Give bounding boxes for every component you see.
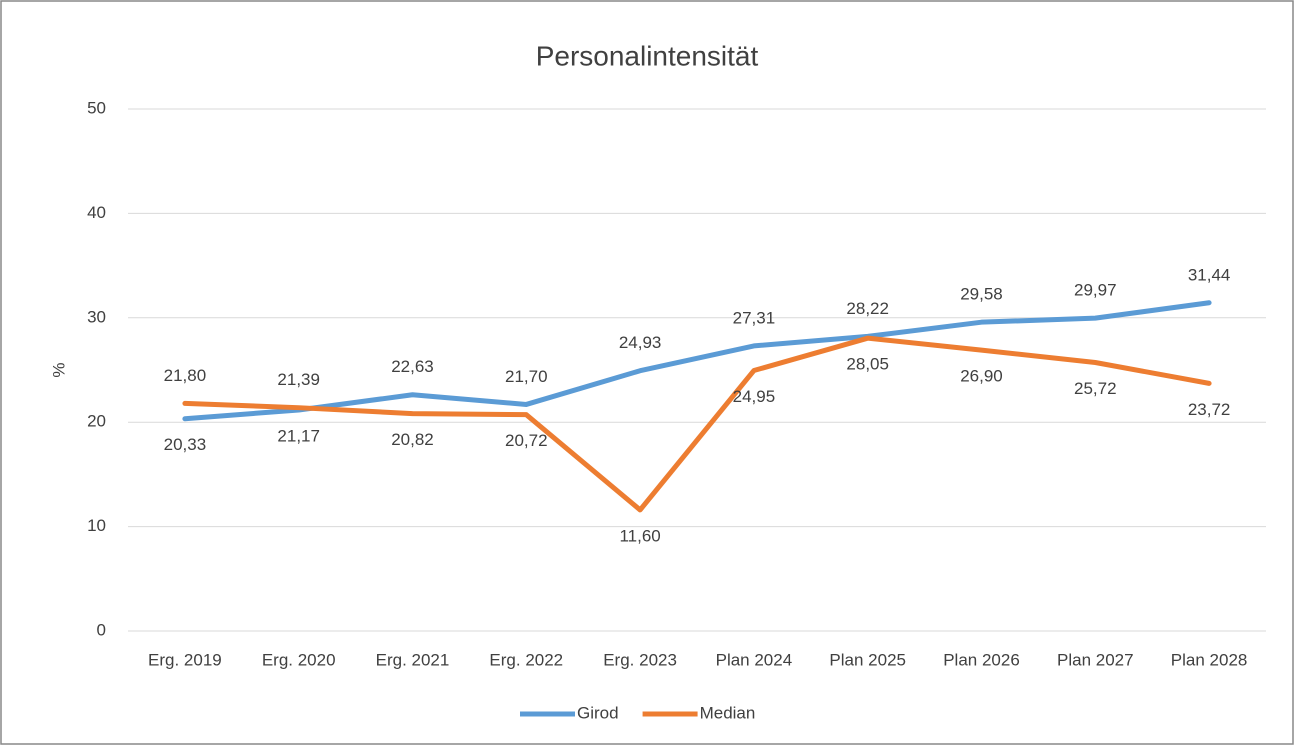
x-tick-label: Erg. 2022 [489, 650, 563, 669]
y-tick-label: 30 [87, 307, 106, 326]
data-label: 21,80 [164, 366, 207, 385]
data-label: 20,82 [391, 430, 434, 449]
data-label: 29,97 [1074, 281, 1117, 300]
x-tick-label: Erg. 2020 [262, 650, 336, 669]
x-tick-label: Plan 2027 [1057, 650, 1134, 669]
data-label: 11,60 [619, 526, 660, 545]
y-tick-label: 0 [97, 620, 106, 639]
legend-label: Girod [577, 703, 619, 722]
data-label: 29,58 [960, 285, 1003, 304]
x-tick-label: Plan 2028 [1171, 650, 1248, 669]
y-tick-label: 40 [87, 203, 106, 222]
y-tick-label: 20 [87, 412, 106, 431]
series-line [182, 300, 1212, 422]
x-tick-label: Plan 2026 [943, 650, 1020, 669]
data-label: 31,44 [1188, 265, 1231, 284]
y-tick-label: 50 [87, 98, 106, 117]
legend-label: Median [700, 703, 756, 722]
data-label: 21,70 [505, 367, 548, 386]
data-label: 22,63 [391, 357, 434, 376]
data-label: 25,72 [1074, 379, 1117, 398]
y-axis-label: % [49, 362, 68, 377]
data-label: 21,39 [277, 370, 320, 389]
x-tick-label: Plan 2025 [829, 650, 906, 669]
x-tick-label: Erg. 2023 [603, 650, 677, 669]
data-label: 27,31 [733, 308, 776, 327]
data-label: 24,93 [619, 333, 662, 352]
data-label: 20,72 [505, 431, 548, 450]
y-tick-label: 10 [87, 516, 106, 535]
data-label: 20,33 [164, 435, 207, 454]
x-tick-label: Erg. 2019 [148, 650, 222, 669]
x-tick-label: Plan 2024 [716, 650, 793, 669]
data-label: 24,95 [733, 387, 776, 406]
series-line [182, 335, 1212, 513]
data-label: 26,90 [960, 367, 1003, 386]
x-tick-label: Erg. 2021 [376, 650, 450, 669]
chart-title: Personalintensität [536, 40, 759, 71]
data-label: 23,72 [1188, 400, 1231, 419]
data-label: 28,22 [846, 299, 889, 318]
data-label: 28,05 [846, 355, 889, 374]
data-label: 21,17 [277, 426, 320, 445]
